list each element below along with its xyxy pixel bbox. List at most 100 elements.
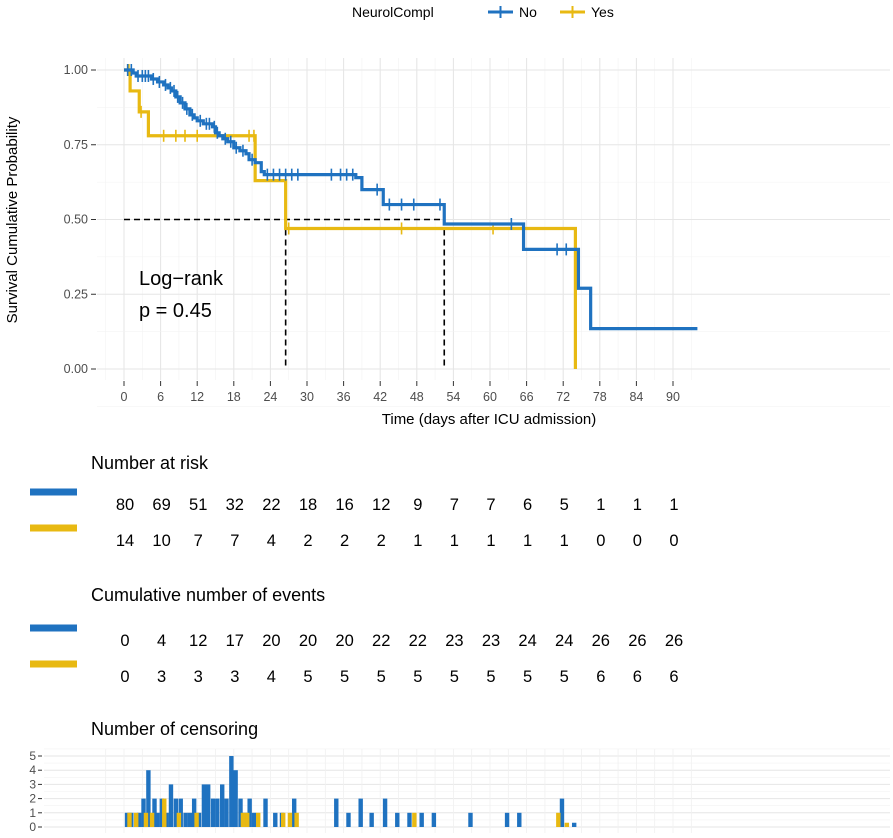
censoring-bar-no <box>369 812 374 827</box>
y-tick-label: 0.50 <box>64 213 88 227</box>
event-count-yes: 5 <box>450 668 459 686</box>
event-count-yes: 3 <box>157 668 166 686</box>
risk-count-yes: 1 <box>486 532 495 550</box>
risk-count-no: 51 <box>189 496 207 514</box>
censoring-bar-no <box>191 798 197 827</box>
risk-count-yes: 1 <box>413 532 422 550</box>
x-tick-label: 48 <box>410 390 424 404</box>
x-tick-label: 18 <box>227 390 241 404</box>
censoring-bar-no <box>238 798 243 827</box>
censoring-bar-no <box>183 812 188 827</box>
x-tick-label: 36 <box>337 390 351 404</box>
event-count-yes: 6 <box>633 668 642 686</box>
risk-row-yes: 14 10 7 7 4 2 2 2 1 1 1 1 1 0 0 0 <box>116 532 679 550</box>
risk-count-yes: 0 <box>633 532 642 550</box>
censoring-bar-yes <box>287 812 293 827</box>
censoring-bar-no <box>419 812 424 827</box>
event-count-yes: 5 <box>560 668 569 686</box>
censoring-bar-no <box>251 812 257 827</box>
x-tick-label: 6 <box>157 390 164 404</box>
censoring-bar-no <box>346 812 351 827</box>
censoring-bar-no <box>205 784 211 827</box>
censoring-bar-no <box>124 812 130 827</box>
x-tick-label: 54 <box>446 390 460 404</box>
y-tick-label: 0.75 <box>64 138 88 152</box>
censoring-bar-no <box>146 770 151 827</box>
censoring-bar-no <box>168 784 174 827</box>
risk-count-no: 69 <box>152 496 170 514</box>
legend: NeurolCompl No Yes <box>352 4 614 20</box>
event-count-yes: 5 <box>377 668 386 686</box>
censoring-y-tick-label: 4 <box>29 763 36 777</box>
censoring-bar-yes <box>149 812 155 827</box>
censoring-bar-no <box>431 812 437 827</box>
risk-count-no: 1 <box>596 496 605 514</box>
censoring-bar-no <box>215 798 220 827</box>
event-count-yes: 3 <box>230 668 239 686</box>
censoring-bar-yes <box>240 812 246 827</box>
event-count-yes: 5 <box>303 668 312 686</box>
censoring-bar-no <box>334 798 339 827</box>
event-count-no: 17 <box>226 632 244 650</box>
x-tick-label: 66 <box>520 390 534 404</box>
censoring-bar-yes <box>245 812 250 827</box>
x-tick-label: 24 <box>263 390 277 404</box>
censoring-bar-no <box>468 812 473 827</box>
censoring-y-tick-label: 0 <box>29 820 36 834</box>
event-count-yes: 5 <box>486 668 495 686</box>
censoring-bar-yes <box>412 812 417 827</box>
censoring-bar-yes <box>294 812 299 827</box>
survival-curves <box>124 64 698 369</box>
censoring-bar-yes <box>194 812 199 827</box>
censoring-bar-no <box>141 798 146 827</box>
censoring-bar-no <box>155 812 160 827</box>
x-tick-label: 0 <box>121 390 128 404</box>
event-count-yes: 3 <box>194 668 203 686</box>
event-count-no: 20 <box>262 632 280 650</box>
risk-count-no: 16 <box>335 496 353 514</box>
x-tick-label: 78 <box>593 390 607 404</box>
censoring-bar-no <box>247 798 252 827</box>
censoring-bar-no <box>173 798 179 827</box>
censoring-y-tick-label: 3 <box>29 777 36 791</box>
risk-count-no: 5 <box>560 496 569 514</box>
risk-count-no: 12 <box>372 496 390 514</box>
censoring-bar-no <box>187 812 193 827</box>
censoring-bar-no <box>291 798 297 827</box>
risk-count-yes: 1 <box>560 532 569 550</box>
risk-count-yes: 0 <box>669 532 678 550</box>
risk-count-yes: 14 <box>116 532 134 550</box>
censoring-bar-yes <box>134 812 139 827</box>
event-count-yes: 6 <box>669 668 678 686</box>
risk-count-no: 1 <box>669 496 678 514</box>
legend-yes-label: Yes <box>591 4 614 20</box>
x-tick-label: 42 <box>373 390 387 404</box>
censoring-y-tick-label: 2 <box>29 792 36 806</box>
x-tick-label: 12 <box>190 390 204 404</box>
risk-table-title: Number at risk <box>91 453 209 473</box>
censoring-bar-no <box>159 798 165 827</box>
event-count-no: 26 <box>665 632 683 650</box>
censoring-bar-no <box>137 812 142 827</box>
events-row-no: 0 4 12 17 20 20 20 22 22 23 23 24 24 26 26 26 <box>120 632 683 650</box>
km-y-axis: 0.00 0.25 0.50 0.75 1.00 <box>64 63 96 376</box>
censoring-bar-no <box>504 812 510 827</box>
censoring-bar-yes <box>176 812 182 827</box>
censoring-y-tick-label: 5 <box>29 749 36 763</box>
censoring-bar-no <box>395 812 400 827</box>
event-count-no: 4 <box>157 632 166 650</box>
survival-curve-no <box>124 68 698 331</box>
x-tick-label: 90 <box>666 390 680 404</box>
censoring-bar-no <box>224 798 229 827</box>
risk-count-no: 6 <box>523 496 532 514</box>
y-axis-title: Survival Cumulative Probability <box>4 116 21 323</box>
events-row-yes: 0 3 3 3 4 5 5 5 5 5 5 5 5 6 6 6 <box>120 668 678 686</box>
logrank-label: Log−rank <box>139 268 224 290</box>
y-tick-label: 1.00 <box>64 63 88 77</box>
censoring-title: Number of censoring <box>91 719 258 739</box>
censoring-y-tick-label: 1 <box>29 806 36 820</box>
risk-count-no: 7 <box>450 496 459 514</box>
censoring-bar-yes <box>256 812 261 827</box>
event-count-no: 26 <box>628 632 646 650</box>
event-count-no: 24 <box>518 632 536 650</box>
